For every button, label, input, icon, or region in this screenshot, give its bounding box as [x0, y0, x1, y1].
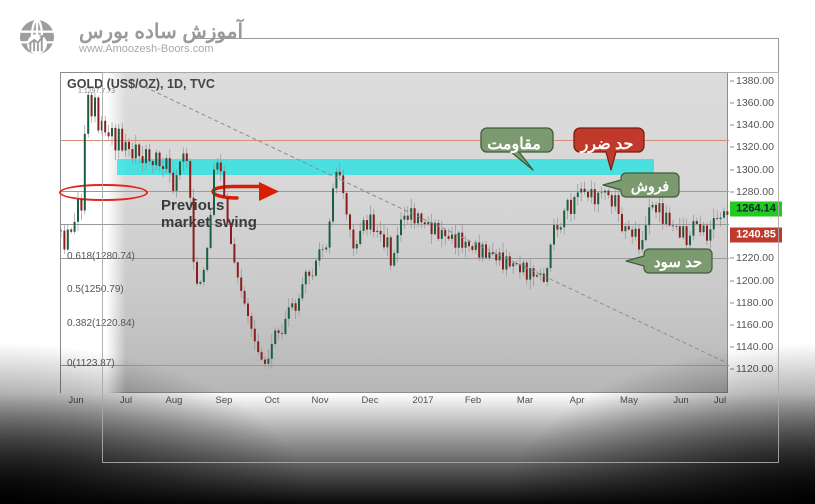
- svg-text:حد ضرر: حد ضرر: [580, 136, 634, 154]
- svg-text:حد سود: حد سود: [654, 254, 702, 271]
- svg-text:فروش: فروش: [631, 178, 669, 195]
- svg-text:مقاومت: مقاومت: [487, 136, 541, 154]
